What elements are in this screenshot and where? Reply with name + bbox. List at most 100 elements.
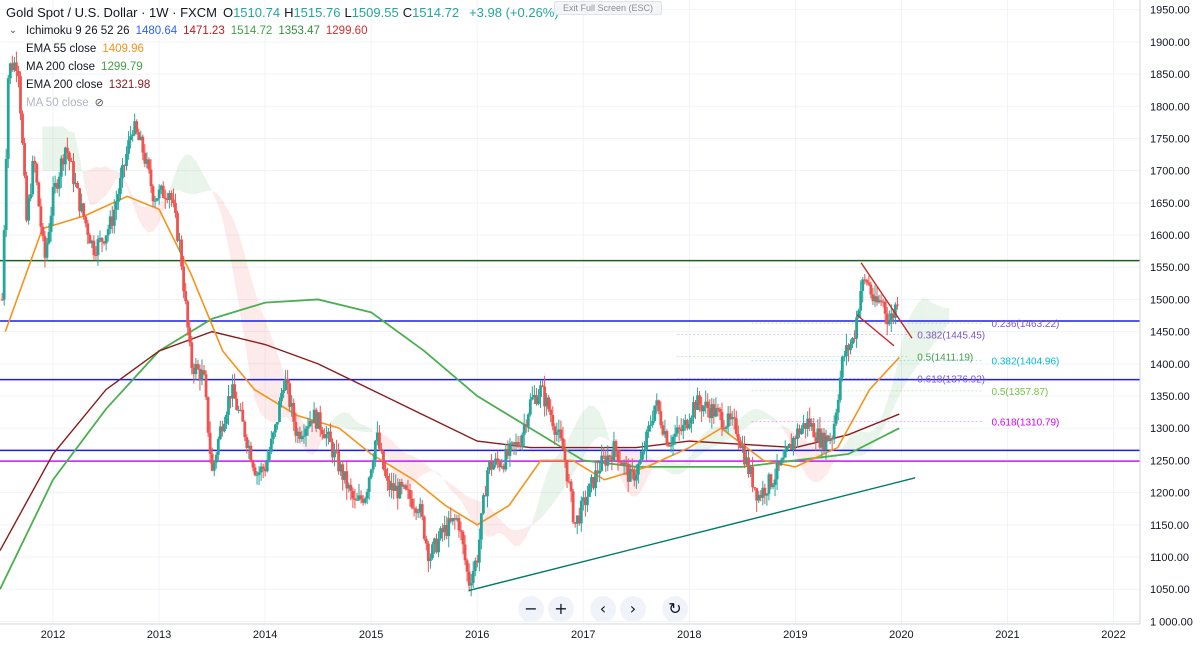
candle-body <box>586 496 589 506</box>
candle-body <box>445 524 449 537</box>
candle-body <box>512 442 516 445</box>
candle-body <box>716 407 720 410</box>
candle-body <box>188 327 192 343</box>
candle-body <box>320 429 324 435</box>
indicator-row[interactable]: MA 50 close ⊘ <box>6 94 559 112</box>
candle-body <box>895 304 899 306</box>
cloud-segment <box>190 155 197 195</box>
candle-body <box>588 483 591 497</box>
zoom-out-button[interactable]: − <box>518 596 544 622</box>
chart-legend: Gold Spot / U.S. Dollar · 1W · FXCM O151… <box>6 4 559 112</box>
candle-body <box>581 497 585 501</box>
candle-body <box>822 432 826 450</box>
indicator-name: Ichimoku 9 26 52 26 <box>26 25 130 37</box>
cloud-segment <box>858 431 865 457</box>
candle-body <box>806 418 810 429</box>
candle-body <box>473 560 477 572</box>
candle-body <box>840 356 844 378</box>
candle-body <box>404 485 408 490</box>
indicator-value: 1299.79 <box>101 61 143 73</box>
candle-body <box>27 198 31 221</box>
fib-label: 0.618(1376.92) <box>917 375 985 386</box>
candle-body <box>239 409 243 411</box>
cloud-segment <box>413 456 419 484</box>
candle-body <box>14 62 18 71</box>
candle-body <box>543 386 546 407</box>
cloud-segment <box>222 200 228 245</box>
cloud-segment <box>196 161 202 195</box>
candle-body <box>302 435 306 437</box>
candle-body <box>659 411 663 426</box>
candle-body <box>439 528 442 539</box>
candle-body <box>304 428 308 436</box>
price-tick-label: 1550.00 <box>1150 262 1190 274</box>
candle-body <box>104 235 108 244</box>
cloud-segment <box>599 411 605 438</box>
candle-body <box>869 284 873 295</box>
candle-body <box>449 518 453 522</box>
collapse-icon[interactable]: ⌄ <box>8 25 18 36</box>
price-tick-label: 1050.00 <box>1150 584 1190 596</box>
ohlc-o: O1510.74 <box>222 5 281 20</box>
time-tick-label: 2021 <box>995 629 1019 641</box>
candle-body <box>510 442 514 444</box>
candle-body <box>284 379 287 391</box>
indicator-row[interactable]: MA 200 close 1299.79 <box>6 58 559 76</box>
candle-body <box>290 403 294 407</box>
cloud-segment <box>307 427 313 456</box>
reset-chart-button[interactable]: ↻ <box>662 596 688 622</box>
candle-body <box>335 450 338 452</box>
candle-body <box>428 558 432 562</box>
fib-label: 0.236(1463.22) <box>992 319 1060 330</box>
price-tick-label: 1200.00 <box>1150 488 1190 500</box>
candle-body <box>526 414 530 427</box>
candle-body <box>575 515 579 524</box>
candle-body <box>349 484 353 491</box>
candle-body <box>641 451 644 460</box>
exit-fullscreen-button[interactable]: Exit Full Screen (ESC) <box>554 1 663 15</box>
candle-body <box>339 464 343 472</box>
scroll-right-button[interactable]: › <box>620 596 646 622</box>
candle-body <box>90 240 94 244</box>
indicator-row[interactable]: EMA 200 close 1321.98 <box>6 76 559 94</box>
price-tick-label: 1600.00 <box>1150 230 1190 242</box>
zoom-in-button[interactable]: + <box>548 596 574 622</box>
eye-off-icon[interactable]: ⊘ <box>94 97 104 109</box>
candle-body <box>402 485 406 487</box>
candle-body <box>606 455 610 466</box>
candle-body <box>522 424 526 435</box>
cloud-segment <box>174 160 181 191</box>
candle-body <box>241 409 245 422</box>
candle-body <box>824 435 828 450</box>
cloud-segment <box>535 492 541 523</box>
candle-body <box>669 444 673 447</box>
candle-body <box>25 175 28 221</box>
cloud-segment <box>800 437 806 475</box>
candle-body <box>172 199 175 204</box>
candle-body <box>818 428 822 448</box>
candle-body <box>100 237 104 242</box>
candle-body <box>357 495 361 500</box>
candle-body <box>459 530 463 532</box>
cloud-segment <box>890 369 897 415</box>
candle-body <box>76 182 79 189</box>
candle-body <box>639 459 642 464</box>
candle-body <box>298 431 302 439</box>
candle-body <box>288 383 292 407</box>
candle-body <box>182 266 186 292</box>
candle-body <box>761 487 765 498</box>
candle-body <box>537 397 540 405</box>
candle-body <box>180 239 183 267</box>
candle-body <box>296 431 300 436</box>
time-tick-label: 2013 <box>147 629 171 641</box>
candle-body <box>671 436 675 445</box>
cloud-segment <box>927 299 934 352</box>
indicator-row[interactable]: ⌄ Ichimoku 9 26 52 26 1480.64 1471.23 1514.7… <box>6 22 559 40</box>
candle-body <box>31 160 35 195</box>
candle-body <box>738 440 742 448</box>
indicator-row[interactable]: EMA 55 close 1409.96 <box>6 40 559 58</box>
scroll-left-button[interactable]: ‹ <box>590 596 616 622</box>
candle-body <box>251 461 255 468</box>
candle-body <box>70 160 73 162</box>
